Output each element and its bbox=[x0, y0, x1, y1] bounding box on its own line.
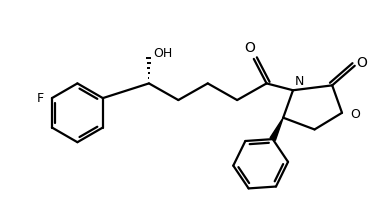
Text: O: O bbox=[357, 56, 367, 70]
Polygon shape bbox=[270, 118, 283, 140]
Text: N: N bbox=[295, 75, 304, 88]
Text: O: O bbox=[245, 41, 255, 55]
Text: F: F bbox=[37, 92, 44, 105]
Text: OH: OH bbox=[153, 47, 172, 60]
Text: O: O bbox=[350, 108, 360, 121]
